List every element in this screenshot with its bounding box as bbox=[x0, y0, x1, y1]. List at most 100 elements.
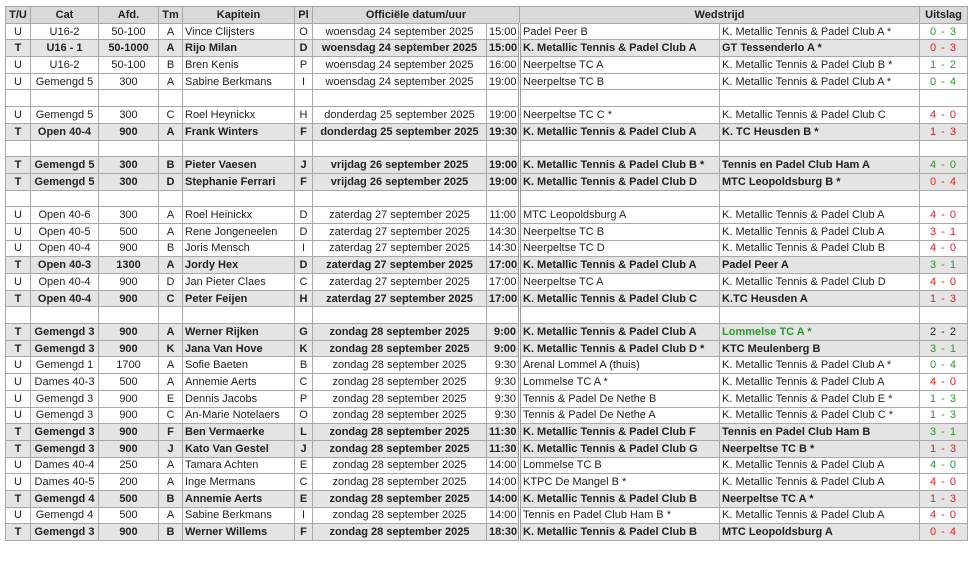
uit-cell: Neerpeltse TC B * bbox=[718, 439, 921, 458]
afd-cell: 300 bbox=[98, 156, 159, 174]
spacer-cell bbox=[182, 306, 295, 325]
uur-cell: 14:30 bbox=[486, 239, 520, 258]
afd-cell: 900 bbox=[98, 289, 159, 308]
datum-cell: zaterdag 27 september 2025 bbox=[312, 256, 487, 274]
cat-cell: Gemengd 5 bbox=[30, 106, 99, 124]
uitslag-cell: 3 - 1 bbox=[919, 339, 969, 358]
spacer-cell bbox=[30, 89, 99, 108]
spacer-cell bbox=[486, 306, 520, 325]
tm-cell: A bbox=[158, 256, 183, 274]
tm-cell: B bbox=[158, 489, 183, 508]
uit-cell: K. Metallic Tennis & Padel Club C * bbox=[718, 406, 921, 425]
tm-cell: B bbox=[158, 156, 183, 174]
uit-cell: K. Metallic Tennis & Padel Club A * bbox=[718, 356, 921, 375]
cat-cell: Gemengd 3 bbox=[30, 406, 99, 425]
uur-cell: 19:30 bbox=[486, 122, 520, 141]
pl-cell: D bbox=[294, 39, 313, 58]
datum-cell: zondag 28 september 2025 bbox=[312, 323, 487, 341]
pl-cell: J bbox=[294, 156, 313, 174]
pl-cell: I bbox=[294, 72, 313, 91]
thuis-cell: Neerpeltse TC C * bbox=[518, 106, 720, 124]
afd-cell: 50-100 bbox=[98, 56, 159, 74]
thuis-cell: K. Metallic Tennis & Padel Club D * bbox=[518, 339, 720, 358]
tu-cell: T bbox=[5, 439, 31, 458]
datum-cell: donderdag 25 september 2025 bbox=[312, 106, 487, 124]
kapitein-cell: Joris Mensch bbox=[182, 239, 295, 258]
uur-cell: 14:00 bbox=[486, 473, 520, 491]
tu-cell: U bbox=[5, 206, 31, 224]
spacer-cell bbox=[158, 89, 183, 108]
kapitein-cell: Bren Kenis bbox=[182, 56, 295, 74]
thuis-cell: Neerpeltse TC A bbox=[518, 56, 720, 74]
afd-cell: 900 bbox=[98, 122, 159, 141]
afd-cell: 300 bbox=[98, 72, 159, 91]
spacer-row bbox=[5, 89, 969, 108]
pl-cell: K bbox=[294, 339, 313, 358]
cat-cell: Gemengd 3 bbox=[30, 423, 99, 441]
spacer-cell bbox=[294, 89, 313, 108]
kapitein-cell: Ben Vermaerke bbox=[182, 423, 295, 441]
spacer-row bbox=[5, 139, 969, 158]
header-cell: Kapitein bbox=[182, 6, 295, 24]
uitslag-cell: 0 - 4 bbox=[919, 523, 969, 541]
cat-cell: Dames 40-3 bbox=[30, 373, 99, 391]
pl-cell: E bbox=[294, 456, 313, 475]
pl-cell: L bbox=[294, 423, 313, 441]
tm-cell: A bbox=[158, 72, 183, 91]
uur-cell: 18:30 bbox=[486, 523, 520, 541]
spacer-row bbox=[5, 189, 969, 208]
afd-cell: 500 bbox=[98, 506, 159, 525]
cat-cell: Open 40-4 bbox=[30, 239, 99, 258]
kapitein-cell: Roel Heynickx bbox=[182, 106, 295, 124]
spacer-cell bbox=[5, 89, 31, 108]
uitslag-cell: 1 - 2 bbox=[919, 56, 969, 74]
thuis-cell: K. Metallic Tennis & Padel Club B bbox=[518, 489, 720, 508]
cat-cell: Gemengd 5 bbox=[30, 172, 99, 191]
header-cell: T/U bbox=[5, 6, 31, 24]
kapitein-cell: Kato Van Gestel bbox=[182, 439, 295, 458]
tm-cell: A bbox=[158, 506, 183, 525]
cat-cell: Dames 40-4 bbox=[30, 456, 99, 475]
uitslag-cell: 1 - 3 bbox=[919, 439, 969, 458]
pl-cell: F bbox=[294, 122, 313, 141]
thuis-cell: Neerpeltse TC A bbox=[518, 273, 720, 291]
kapitein-cell: Sabine Berkmans bbox=[182, 506, 295, 525]
afd-cell: 900 bbox=[98, 239, 159, 258]
afd-cell: 1700 bbox=[98, 356, 159, 375]
tm-cell: A bbox=[158, 22, 183, 41]
thuis-cell: Tennis & Padel De Nethe B bbox=[518, 389, 720, 408]
tu-cell: U bbox=[5, 456, 31, 475]
afd-cell: 300 bbox=[98, 206, 159, 224]
tm-cell: K bbox=[158, 339, 183, 358]
tu-cell: U bbox=[5, 222, 31, 241]
uitslag-cell: 1 - 3 bbox=[919, 389, 969, 408]
spacer-cell bbox=[718, 189, 921, 208]
thuis-cell: Neerpeltse TC D bbox=[518, 239, 720, 258]
afd-cell: 900 bbox=[98, 406, 159, 425]
thuis-cell: K. Metallic Tennis & Padel Club A bbox=[518, 323, 720, 341]
pl-cell: I bbox=[294, 239, 313, 258]
spacer-cell bbox=[486, 89, 520, 108]
tu-cell: T bbox=[5, 323, 31, 341]
header-cell: Cat bbox=[30, 6, 99, 24]
uit-cell: K. Metallic Tennis & Padel Club C bbox=[718, 106, 921, 124]
tu-cell: U bbox=[5, 406, 31, 425]
thuis-cell: K. Metallic Tennis & Padel Club C bbox=[518, 289, 720, 308]
tu-cell: T bbox=[5, 289, 31, 308]
afd-cell: 900 bbox=[98, 339, 159, 358]
uitslag-cell: 0 - 4 bbox=[919, 72, 969, 91]
thuis-cell: K. Metallic Tennis & Padel Club F bbox=[518, 423, 720, 441]
thuis-cell: Tennis & Padel De Nethe A bbox=[518, 406, 720, 425]
kapitein-cell: Werner Rijken bbox=[182, 323, 295, 341]
uit-cell: K. Metallic Tennis & Padel Club A * bbox=[718, 72, 921, 91]
afd-cell: 900 bbox=[98, 389, 159, 408]
uitslag-cell: 3 - 1 bbox=[919, 423, 969, 441]
kapitein-cell: Sabine Berkmans bbox=[182, 72, 295, 91]
kapitein-cell: Tamara Achten bbox=[182, 456, 295, 475]
